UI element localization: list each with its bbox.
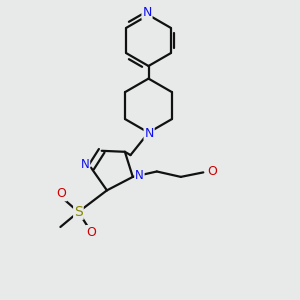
Text: O: O xyxy=(57,188,67,200)
Text: O: O xyxy=(207,165,217,178)
Text: O: O xyxy=(86,226,96,239)
Text: S: S xyxy=(74,205,83,219)
Text: N: N xyxy=(144,127,154,140)
Text: N: N xyxy=(135,169,144,182)
Text: N: N xyxy=(81,158,89,171)
Text: N: N xyxy=(142,6,152,19)
